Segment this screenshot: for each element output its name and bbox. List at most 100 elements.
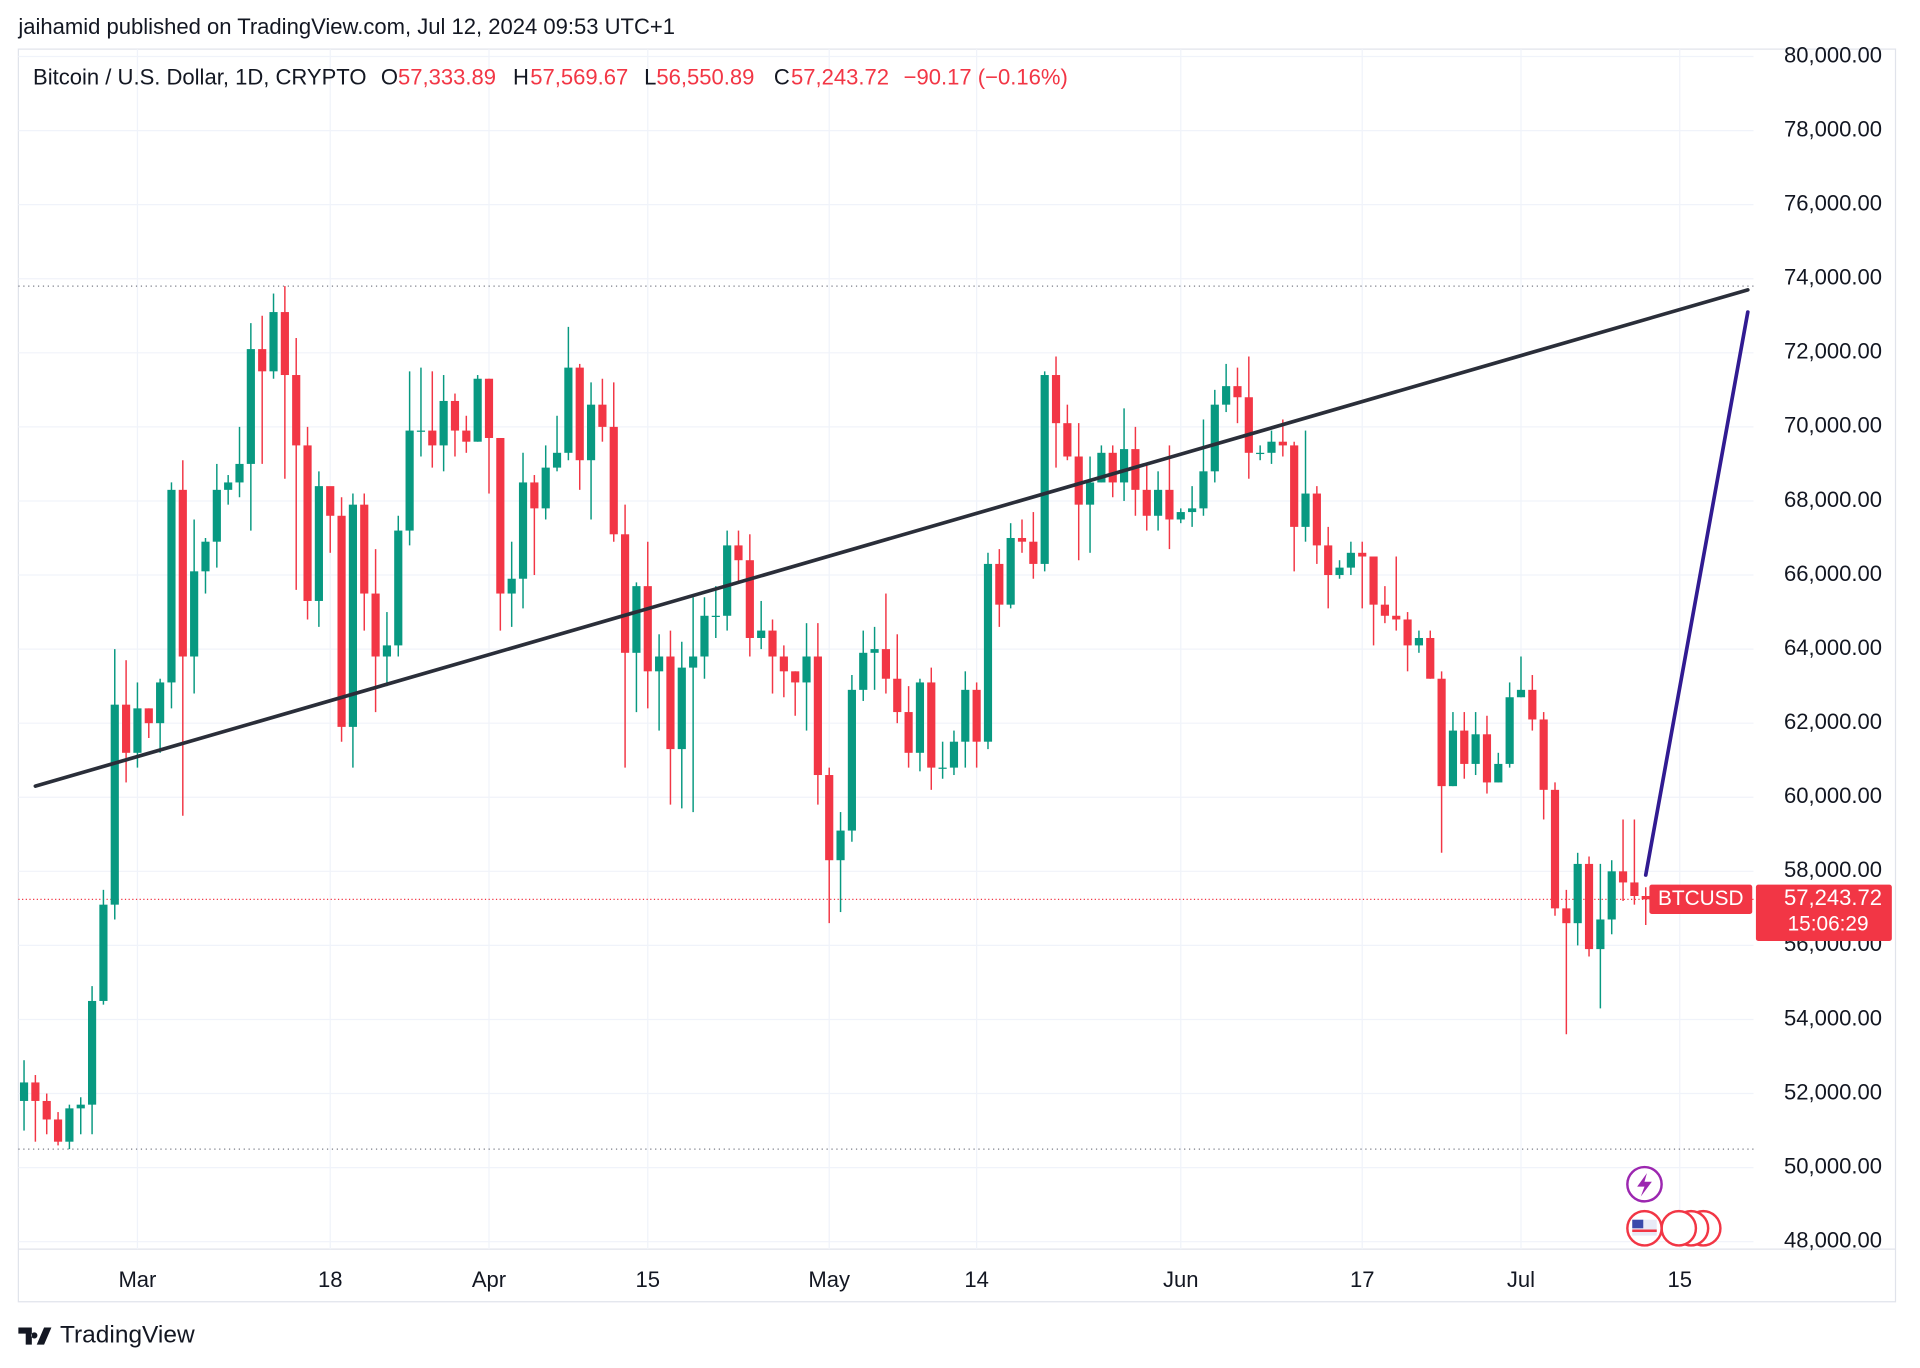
candle-body [1029, 541, 1038, 564]
candle-body [972, 689, 981, 742]
candle-body [280, 312, 289, 376]
candle-body [813, 656, 822, 776]
candle-body [201, 541, 210, 572]
candle-body [439, 400, 448, 446]
candle-body [1017, 537, 1027, 542]
candle-body [53, 1119, 63, 1142]
x-tick-label: 15 [1667, 1267, 1692, 1292]
candle-body [246, 349, 255, 464]
y-tick-label: 72,000.00 [1784, 339, 1882, 364]
y-tick-label: 78,000.00 [1784, 116, 1882, 141]
legend-label: C [774, 64, 790, 89]
symbol-tag-box [1649, 884, 1753, 915]
candle-body [224, 482, 233, 490]
candle-body [1358, 552, 1367, 557]
candle-body [1596, 919, 1605, 950]
flag-glyph [1632, 1219, 1644, 1229]
flag-icon [1660, 1209, 1698, 1247]
candle-body [156, 682, 165, 724]
candle-body [541, 467, 550, 509]
candle-body [518, 482, 528, 579]
candle-body [1584, 863, 1594, 950]
candle-body [1142, 489, 1151, 516]
candle-body [178, 489, 187, 657]
candle-body [1267, 441, 1276, 453]
candle-body [711, 615, 720, 617]
candle-body [1051, 375, 1061, 424]
candle-body [881, 649, 891, 679]
y-tick-label: 74,000.00 [1784, 265, 1882, 290]
logo-glyph [18, 1327, 52, 1345]
candle-body [31, 1082, 40, 1101]
candle-body [825, 775, 834, 861]
candle-body [382, 645, 392, 657]
candle-body [1437, 678, 1446, 787]
candle-body [1573, 863, 1582, 924]
candle-body [1335, 567, 1344, 576]
candle-body [1256, 452, 1265, 455]
y-tick-label: 58,000.00 [1784, 857, 1882, 882]
candle-body [791, 671, 800, 683]
candle-body [1188, 508, 1197, 513]
candle-body [1040, 375, 1049, 564]
candle-body [258, 349, 267, 372]
legend-value: 57,333.89 [398, 64, 496, 89]
price-tag-box [1755, 884, 1892, 941]
candle-body [983, 563, 993, 742]
candle-body [212, 489, 221, 542]
candles [19, 286, 1650, 1150]
candle-body [360, 504, 369, 594]
axes: 48,000.0050,000.0052,000.0054,000.0056,0… [118, 42, 1892, 1292]
candle-body [893, 678, 902, 713]
x-tick-label: 15 [636, 1267, 661, 1292]
legend-value: 56,550.89 [656, 64, 754, 89]
brand: TradingView [60, 1322, 195, 1349]
y-tick-label: 64,000.00 [1784, 635, 1882, 660]
x-tick-label: 18 [318, 1267, 343, 1292]
candle-body [133, 708, 142, 753]
candle-body [1618, 871, 1628, 883]
candle-body [961, 689, 970, 742]
candle-body [314, 486, 323, 601]
candle-body [167, 489, 176, 683]
candle-body [1233, 386, 1242, 398]
candle-body [326, 486, 335, 516]
candle-body [1528, 689, 1537, 720]
candle-body [405, 430, 414, 531]
candle-body [643, 586, 652, 672]
candle-body [1641, 895, 1650, 900]
event-icons [1626, 1165, 1722, 1247]
candle-body [1131, 449, 1140, 490]
candle-body [1301, 493, 1310, 527]
candle-body [995, 563, 1004, 605]
y-tick-label: 62,000.00 [1784, 709, 1882, 734]
candle-body [462, 430, 471, 442]
candle-body [768, 630, 777, 657]
candle-body [507, 578, 516, 594]
candle-body [337, 515, 346, 727]
trendline [33, 288, 1750, 788]
x-tick-label: 17 [1350, 1267, 1375, 1292]
change: −90.17 (−0.16%) [904, 64, 1068, 89]
x-tick-label: Jun [1163, 1267, 1199, 1292]
candle-body [1471, 734, 1480, 764]
candle-body [348, 504, 357, 727]
countdown: 15:06:29 [1788, 913, 1869, 936]
candle-body [745, 560, 754, 638]
legend-label: H [513, 64, 529, 89]
candle-body [269, 312, 278, 372]
publisher-line: jaihamid published on TradingView.com, J… [17, 14, 675, 39]
candle-body [87, 1000, 97, 1105]
x-tick-label: 14 [964, 1267, 989, 1292]
candle-body [632, 586, 641, 653]
candle-body [723, 545, 732, 616]
candle-body [1312, 493, 1321, 546]
candle-body [144, 708, 153, 724]
candle-body [609, 426, 618, 535]
candle-body [564, 367, 573, 453]
candle-body [1494, 763, 1503, 783]
candle-body [586, 404, 596, 461]
